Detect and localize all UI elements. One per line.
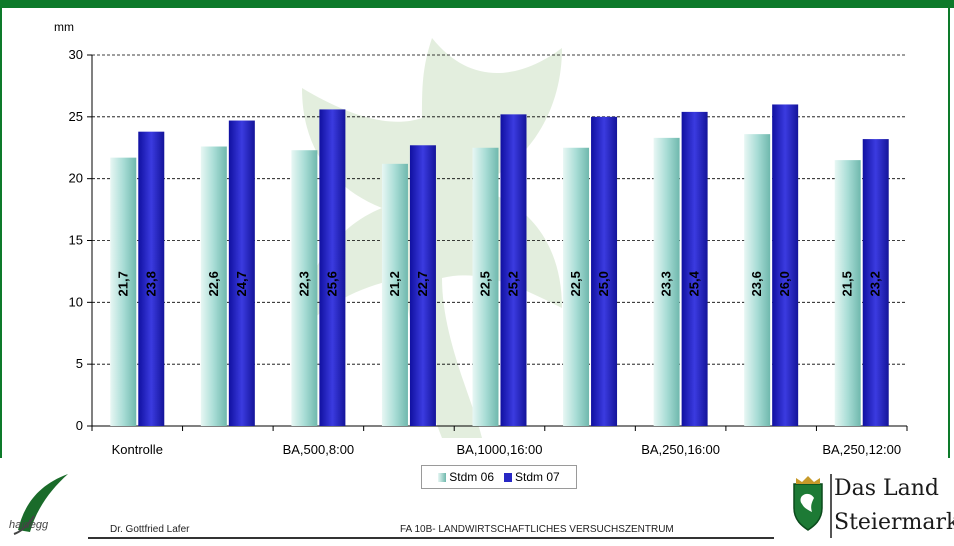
bar-stdm-07 [319,109,346,426]
haidegg-logo [13,474,68,535]
bar-stdm-07 [591,116,618,426]
x-tick-label: Kontrolle [112,442,163,457]
bar-stdm-07 [409,145,436,426]
footer-organization: FA 10B- LANDWIRTSCHAFTLICHES VERSUCHSZEN… [400,524,674,535]
top-bar [0,0,954,8]
bar-stdm-07 [228,120,255,426]
data-label: 21,2 [387,271,402,296]
y-tick-label: 15 [69,233,83,248]
x-tick-label: BA,500,8:00 [283,442,355,457]
bar-stdm-06 [563,147,590,426]
footer-author: Dr. Gottfried Lafer [110,524,190,535]
data-label: 21,5 [840,271,855,296]
x-tick-label: BA,1000,16:00 [456,442,542,457]
data-label: 22,6 [206,271,221,296]
data-label: 25,6 [324,271,339,296]
y-tick-label: 25 [69,109,83,124]
bar-stdm-06 [381,163,408,426]
legend-swatch-stdm07 [504,472,512,482]
logo-text-line1: Das Land [834,476,940,501]
coat-of-arms-icon [793,476,823,531]
steiermark-logo: Das Land Steiermark [778,470,954,546]
bar-stdm-06 [653,137,680,426]
bar-stdm-06 [110,157,137,427]
data-label: 23,8 [143,271,158,296]
legend-label-stdm07: Stdm 07 [515,470,560,484]
bar-stdm-07 [138,131,165,426]
data-label: 22,5 [478,271,493,296]
bar-stdm-06 [291,150,318,426]
chart-frame: mm 0 5 10 15 20 25 30 21,7 23,8 22,6 24,7 22,3 25,6… [0,8,950,458]
haidegg-logo-text: haidegg [9,519,49,531]
bar-stdm-06 [200,146,227,426]
data-label: 26,0 [777,271,792,296]
x-tick-label: BA,250,16:00 [641,442,720,457]
data-label: 24,7 [234,271,249,296]
data-label: 23,2 [868,271,883,296]
bar-stdm-07 [862,139,889,427]
footer-divider [88,537,774,539]
data-label: 25,4 [687,270,702,296]
data-label: 25,2 [506,271,521,296]
bar-stdm-07 [772,104,799,426]
y-tick-label: 30 [69,47,83,62]
logo-divider [830,474,832,538]
data-label: 22,7 [415,271,430,296]
bar-stdm-06 [834,160,861,426]
y-tick-label: 5 [76,356,83,371]
data-label: 22,3 [296,271,311,296]
bar-chart: mm 0 5 10 15 20 25 30 21,7 23,8 22,6 24,7 22,3 25,6… [54,20,908,457]
data-label: 22,5 [568,271,583,296]
bar-stdm-07 [681,111,708,427]
y-tick-label: 0 [76,418,83,433]
logo-text-line2: Steiermark [834,510,954,535]
data-label: 25,0 [596,271,611,296]
y-tick-label: 20 [69,171,83,186]
legend: Stdm 06 Stdm 07 [421,465,577,489]
bar-stdm-07 [500,114,527,427]
y-axis-label: mm [54,20,74,34]
bar-stdm-06 [744,134,771,426]
y-tick-label: 10 [69,294,83,309]
x-tick-label: BA,250,12:00 [822,442,901,457]
bar-stdm-06 [472,147,499,426]
data-label: 23,6 [749,271,764,296]
legend-item-stdm06: Stdm 06 [438,470,494,484]
legend-item-stdm07: Stdm 07 [504,470,560,484]
legend-label-stdm06: Stdm 06 [449,470,494,484]
data-label: 21,7 [115,271,130,296]
legend-swatch-stdm06 [438,472,447,482]
data-label: 23,3 [659,271,674,296]
